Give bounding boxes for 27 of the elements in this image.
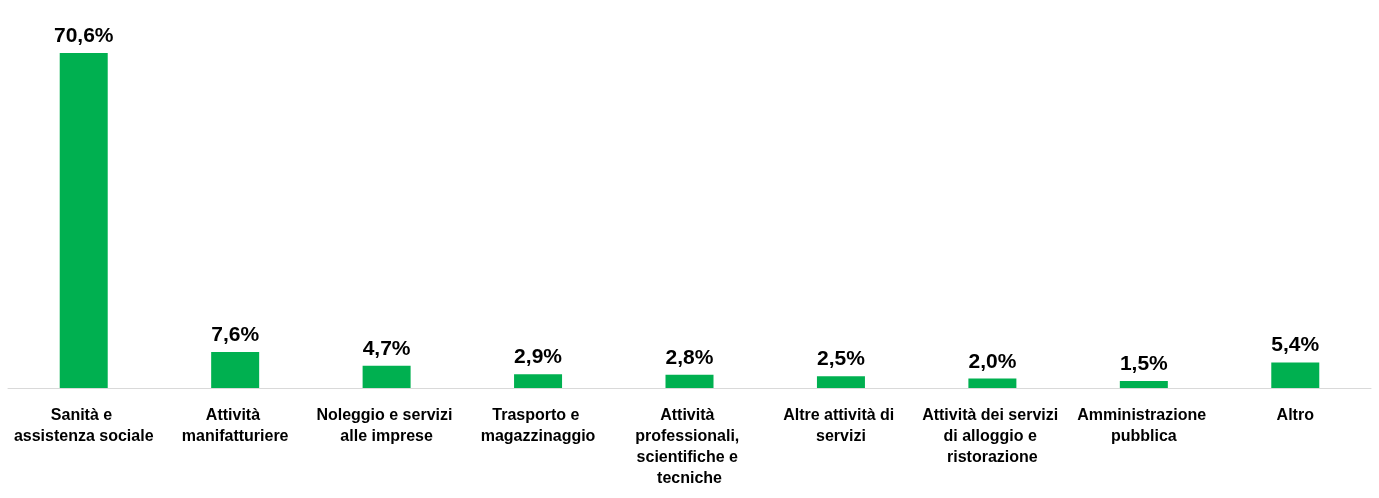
bar bbox=[665, 374, 714, 388]
data-label: 70,6% bbox=[53, 23, 114, 46]
data-label: 2,0% bbox=[968, 348, 1017, 372]
bar bbox=[1271, 362, 1320, 388]
x-tick-label: Amministrazione pubblica bbox=[1077, 406, 1211, 444]
bar bbox=[59, 53, 108, 388]
x-tick-label: Attività dei servizi di alloggio e ristorazione bbox=[922, 406, 1063, 465]
data-label: 2,8% bbox=[665, 344, 714, 368]
x-tick-label: Sanità e assistenza sociale bbox=[13, 406, 154, 444]
data-label: 4,7% bbox=[362, 335, 411, 359]
x-tick-label: Attività manifatturiere bbox=[181, 406, 289, 444]
bar bbox=[1119, 380, 1168, 388]
data-label: 1,5% bbox=[1119, 350, 1169, 374]
bar bbox=[816, 376, 865, 388]
data-label: 7,6% bbox=[211, 321, 260, 345]
x-tick-label: Noleggio e servizi alle imprese bbox=[316, 406, 457, 444]
bar bbox=[968, 378, 1017, 388]
x-tick-label: Altro bbox=[1276, 406, 1315, 423]
x-tick-label: Altre attività di servizi bbox=[783, 406, 899, 444]
data-label: 2,9% bbox=[514, 344, 563, 368]
x-tick-label: Trasporto e magazzinaggio bbox=[480, 406, 596, 444]
data-label: 2,5% bbox=[817, 346, 866, 370]
bar bbox=[514, 374, 563, 388]
x-tick-label: Attività professionali, scientifiche e tecniche bbox=[635, 406, 744, 486]
bar bbox=[362, 365, 411, 388]
bar bbox=[211, 351, 260, 388]
data-label: 5,4% bbox=[1271, 332, 1320, 356]
